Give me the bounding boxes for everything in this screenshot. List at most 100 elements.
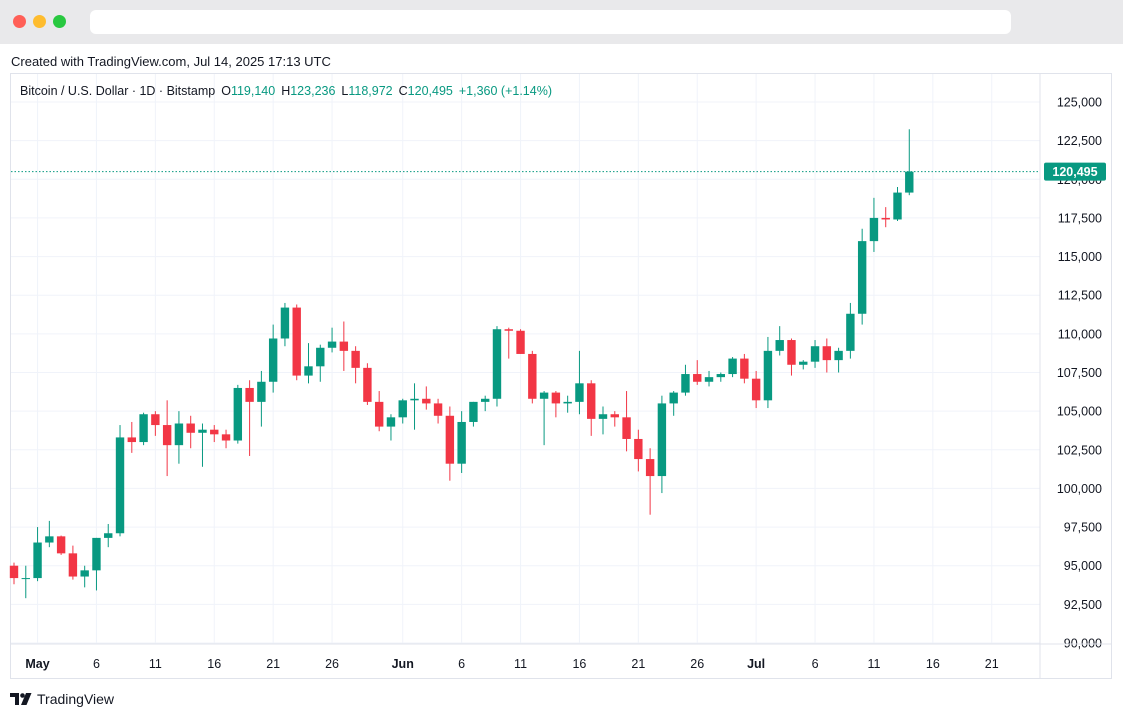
y-tick-label: 110,000 [1058,327,1102,341]
candle-body [905,171,914,193]
x-tick-label: Jul [747,657,765,671]
candle-body [645,459,655,477]
y-tick-label: 125,000 [1057,96,1102,110]
y-tick-label: 107,500 [1057,366,1102,380]
legend-low-value: 118,972 [348,84,393,98]
candle-body [210,429,219,435]
candle-body [587,383,596,419]
close-window-button[interactable] [13,15,26,28]
candle-body [339,341,349,351]
legend-high-value: 123,236 [290,84,336,98]
candle-body [327,341,337,348]
candle-body [33,542,42,579]
candle-body [92,537,101,571]
candle-body [893,192,902,220]
candle-body [174,423,184,446]
candle-body [115,437,125,534]
x-tick-label: 11 [867,657,880,671]
last-price-label: 120,495 [1052,165,1097,179]
candle-body [563,401,572,404]
x-tick-label: 6 [93,657,100,671]
candle-body [728,358,737,375]
candle-body [610,414,619,418]
candle-body [445,415,455,464]
x-tick-label: 26 [325,657,339,671]
minimize-window-button[interactable] [33,15,46,28]
candle-body [799,361,808,365]
candle-body [351,350,360,368]
chart-legend: Bitcoin / U.S. Dollar · 1D · Bitstamp O11… [20,84,552,98]
legend-open-value: 119,140 [230,84,276,98]
y-tick-label: 112,500 [1058,289,1102,303]
x-tick-label: 11 [149,657,162,671]
created-with-caption: Created with TradingView.com, Jul 14, 20… [11,54,331,69]
x-tick-label: 16 [572,657,586,671]
candle-body [657,403,667,477]
candle-body [810,346,820,362]
candle-body [598,414,608,419]
candle-body [198,429,207,433]
candle-body [740,358,749,379]
tradingview-footer[interactable]: TradingView [10,690,114,708]
tradingview-brand-text: TradingView [37,691,115,707]
candle-body [504,329,513,331]
x-tick-label: 16 [926,657,940,671]
candle-body [80,570,89,577]
candle-body [881,217,890,220]
candle-body [45,536,54,543]
candle-body [245,387,254,402]
candle-body [280,307,290,339]
candle-body [386,417,396,427]
candle-body [457,421,466,464]
candle-body [528,353,537,399]
candle-body [516,330,525,354]
legend-change: +1,360 (+1.14%) [458,84,552,98]
candle-body [21,578,30,580]
candle-body [186,423,195,433]
candle-body [857,241,867,314]
y-tick-label: 100,000 [1057,482,1102,496]
candle-body [398,400,407,418]
candle-body [763,350,773,401]
candlestick-chart[interactable]: 125,000122,500120,000117,500115,000112,5… [0,44,1123,718]
y-tick-label: 105,000 [1057,405,1102,419]
candle-body [704,377,714,382]
candle-body [257,381,266,402]
address-bar[interactable] [90,10,1011,34]
candle-body [751,378,761,401]
x-tick-label: 6 [812,657,819,671]
candle-body [634,438,643,460]
x-tick-label: Jun [392,657,414,671]
x-tick-label: 16 [207,657,221,671]
candle-body [787,340,796,365]
candle-body [374,401,384,427]
chart-frame [10,73,1112,679]
tradingview-logo-icon [10,693,32,705]
browser-titlebar [0,0,1123,44]
candle-body [469,401,478,422]
candle-body [869,217,879,242]
y-tick-label: 95,000 [1064,559,1102,573]
candle-body [775,340,784,351]
x-tick-label: 21 [266,657,280,671]
candle-body [575,383,584,402]
legend-high-label: H [281,84,291,98]
candle-body [268,338,278,382]
y-tick-label: 122,500 [1057,134,1102,148]
maximize-window-button[interactable] [53,15,66,28]
legend-low-label: L [341,84,349,98]
last-price-tag [1044,162,1106,181]
candle-body [622,417,631,439]
candle-body [316,347,325,367]
legend-close-value: 120,495 [407,84,453,98]
candle-body [56,536,66,554]
x-tick-label: 11 [514,657,527,671]
candle-body [9,565,19,579]
candle-body [162,425,172,446]
candle-body [481,398,490,402]
y-tick-label: 102,500 [1057,443,1102,457]
y-tick-label: 117,500 [1058,211,1102,225]
candle-body [822,346,832,361]
page-content: Created with TradingView.com, Jul 14, 20… [0,44,1123,718]
candle-body [834,350,843,361]
